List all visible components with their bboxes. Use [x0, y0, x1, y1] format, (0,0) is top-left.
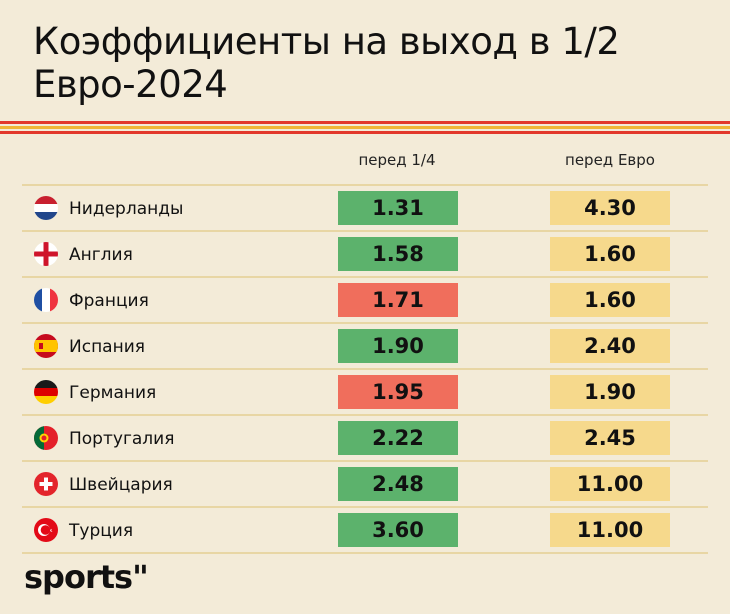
sports-logo: sports": [24, 558, 149, 596]
odds-before-qf-cell: 2.48: [338, 467, 458, 501]
country-name: Швейцария: [69, 475, 173, 495]
table-row: Франция 1.71 1.60: [0, 278, 730, 324]
odds-before-euro-cell: 2.40: [550, 329, 670, 363]
odds-before-euro-cell: 11.00: [550, 513, 670, 547]
france-flag-icon: [34, 288, 58, 312]
odds-before-qf-cell: 3.60: [338, 513, 458, 547]
chart-title: Коэффициенты на выход в 1/2 Евро-2024: [33, 20, 620, 106]
odds-before-qf-cell: 1.95: [338, 375, 458, 409]
row-separator: [22, 184, 708, 186]
column-header-before-euro: перед Евро: [565, 151, 655, 169]
table-row: Португалия 2.22 2.45: [0, 416, 730, 462]
england-flag-icon: [34, 242, 58, 266]
country-name: Нидерланды: [69, 199, 184, 219]
table-row: Германия 1.95 1.90: [0, 370, 730, 416]
netherlands-flag-icon: [34, 196, 58, 220]
odds-before-euro-cell: 1.60: [550, 237, 670, 271]
spain-flag-icon: [34, 334, 58, 358]
column-header-before-qf: перед 1/4: [358, 151, 436, 169]
row-separator: [22, 552, 708, 554]
country-name: Испания: [69, 337, 145, 357]
country-name: Португалия: [69, 429, 175, 449]
decorative-stripe-red-top: [0, 121, 730, 124]
table-row: Англия 1.58 1.60: [0, 232, 730, 278]
decorative-stripe-yellow: [0, 126, 730, 129]
decorative-stripe-red-bottom: [0, 131, 730, 134]
row-separator: [22, 230, 708, 232]
odds-before-qf-cell: 2.22: [338, 421, 458, 455]
switzerland-flag-icon: [34, 472, 58, 496]
table-row: Испания 1.90 2.40: [0, 324, 730, 370]
odds-before-euro-cell: 4.30: [550, 191, 670, 225]
row-separator: [22, 414, 708, 416]
turkey-flag-icon: [34, 518, 58, 542]
odds-before-qf-cell: 1.90: [338, 329, 458, 363]
row-separator: [22, 506, 708, 508]
row-separator: [22, 460, 708, 462]
odds-before-qf-cell: 1.71: [338, 283, 458, 317]
row-separator: [22, 322, 708, 324]
row-separator: [22, 276, 708, 278]
table-row: Турция 3.60 11.00: [0, 508, 730, 554]
odds-before-euro-cell: 11.00: [550, 467, 670, 501]
row-separator: [22, 368, 708, 370]
odds-before-euro-cell: 2.45: [550, 421, 670, 455]
country-name: Франция: [69, 291, 149, 311]
country-name: Англия: [69, 245, 133, 265]
country-name: Турция: [69, 521, 134, 541]
table-row: Нидерланды 1.31 4.30: [0, 186, 730, 232]
odds-before-qf-cell: 1.58: [338, 237, 458, 271]
portugal-flag-icon: [34, 426, 58, 450]
germany-flag-icon: [34, 380, 58, 404]
odds-before-euro-cell: 1.90: [550, 375, 670, 409]
table-row: Швейцария 2.48 11.00: [0, 462, 730, 508]
odds-before-qf-cell: 1.31: [338, 191, 458, 225]
odds-before-euro-cell: 1.60: [550, 283, 670, 317]
country-name: Германия: [69, 383, 157, 403]
